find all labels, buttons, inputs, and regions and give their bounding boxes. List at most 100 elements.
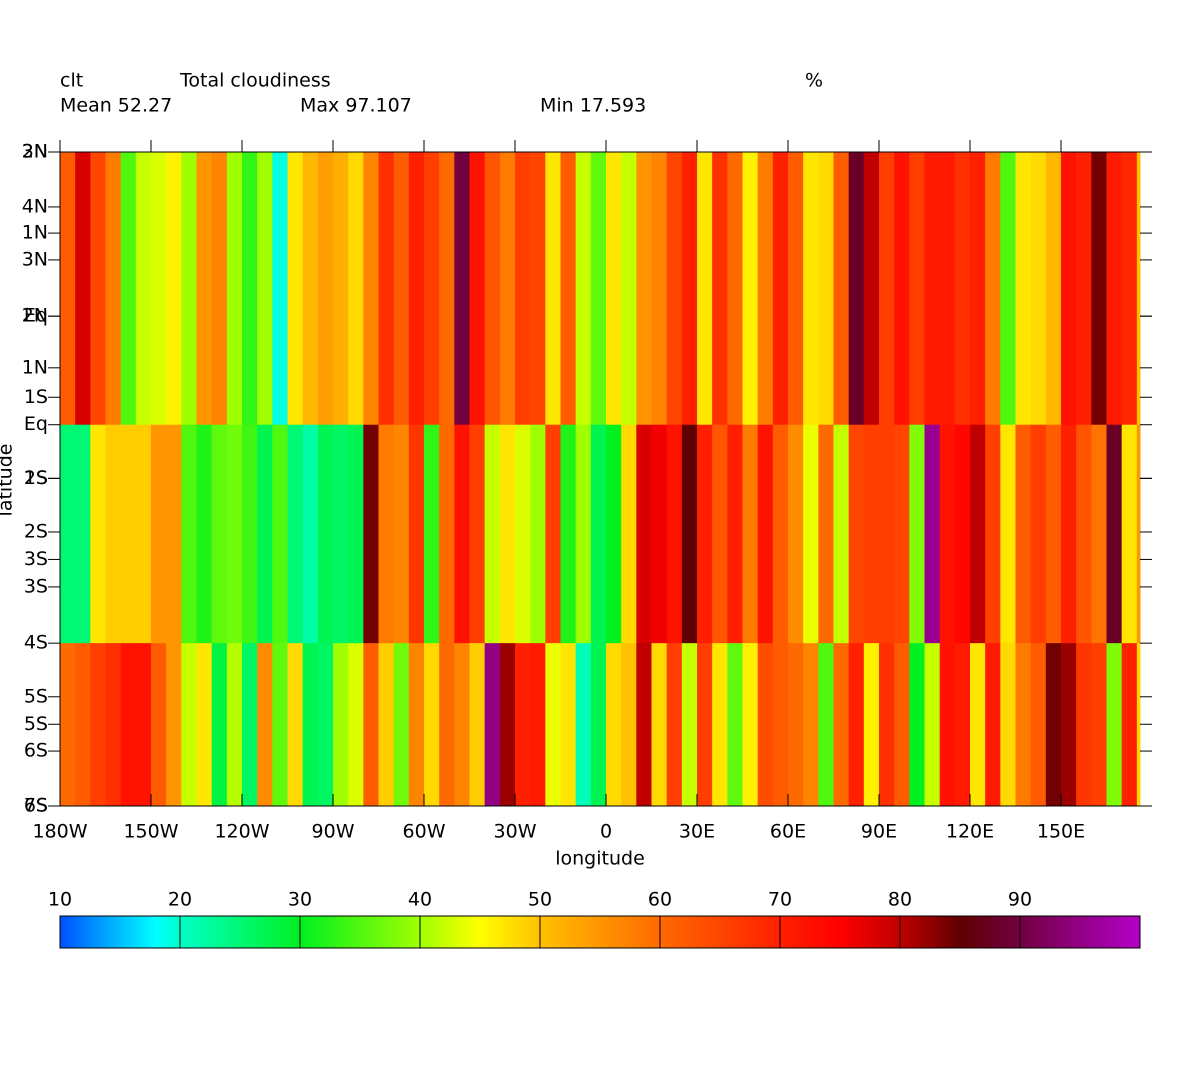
- heatmap-cell: [454, 643, 470, 807]
- heatmap-cell: [484, 152, 501, 426]
- heatmap-cell: [924, 643, 941, 807]
- heatmap-cell: [909, 424, 925, 644]
- heatmap-cell: [363, 643, 379, 807]
- heatmap-cell: [575, 152, 592, 426]
- y-tick-label: 2N: [22, 141, 48, 163]
- heatmap-cell: [651, 643, 668, 807]
- heatmap-cell: [954, 643, 971, 807]
- heatmap-cell: [818, 152, 834, 426]
- heatmap-cell: [636, 643, 652, 807]
- heatmap-cell: [985, 152, 1001, 426]
- heatmap-cell: [788, 424, 804, 644]
- heatmap-cell: [924, 424, 941, 644]
- heatmap-cell: [60, 643, 76, 807]
- heatmap-cell: [287, 424, 304, 644]
- y-tick-label: 3N: [22, 141, 48, 163]
- y-tick-label: 1S: [24, 467, 48, 489]
- heatmap-cell: [879, 424, 895, 644]
- heatmap-cell: [879, 152, 895, 426]
- heatmap-cell: [894, 424, 910, 644]
- heatmap-cell: [196, 424, 213, 644]
- heatmap-cell: [833, 424, 850, 644]
- heatmap-cell: [879, 643, 895, 807]
- heatmap-cell: [590, 643, 607, 807]
- heatmap-cell: [666, 152, 683, 426]
- x-tick-label: 150E: [1037, 821, 1085, 843]
- heatmap-cell: [545, 643, 561, 807]
- heatmap-cell: [1121, 152, 1138, 426]
- heatmap-cell: [75, 152, 91, 426]
- y-tick-label: 2S: [24, 520, 48, 542]
- heatmap-cell: [287, 643, 304, 807]
- x-tick-label: 0: [600, 821, 612, 843]
- heatmap-cell: [560, 643, 577, 807]
- heatmap-cell: [196, 643, 213, 807]
- x-axis-label: longitude: [555, 848, 645, 870]
- colorbar-tick-label: 40: [408, 889, 432, 911]
- heatmap-cell: [772, 424, 789, 644]
- heatmap-cell: [909, 152, 925, 426]
- heatmap-cell: [393, 424, 410, 644]
- y-tick-label: 3N: [22, 248, 48, 270]
- x-tick-label: 60W: [403, 821, 446, 843]
- colorbar-tick-label: 70: [768, 889, 792, 911]
- heatmap-cell: [1015, 152, 1032, 426]
- heatmap-cell: [772, 152, 789, 426]
- heatmap-cell: [1000, 152, 1016, 426]
- heatmap-cell: [894, 643, 910, 807]
- heatmap-cell: [803, 643, 819, 807]
- heatmap-cell: [151, 424, 167, 644]
- heatmap-cell: [560, 152, 577, 426]
- heatmap-cell: [287, 152, 304, 426]
- heatmap-cell: [712, 424, 728, 644]
- heatmap-cell: [636, 152, 652, 426]
- heatmap-cell: [272, 152, 288, 426]
- heatmap-cell: [712, 643, 728, 807]
- heatmap-cell: [226, 643, 243, 807]
- heatmap-cell: [1061, 152, 1077, 426]
- heatmap-cell: [697, 643, 713, 807]
- heatmap-cell: [363, 424, 379, 644]
- heatmap-cell: [499, 152, 516, 426]
- y-tick-label: 1N: [22, 356, 48, 378]
- heatmap-cell: [408, 643, 425, 807]
- heatmap-cell: [1061, 424, 1077, 644]
- heatmap-cell: [454, 152, 470, 426]
- heatmap-cell: [302, 643, 319, 807]
- heatmap-cell: [424, 424, 440, 644]
- heatmap-cell: [1121, 424, 1138, 644]
- heatmap-cell: [636, 424, 652, 644]
- heatmap-cell: [1076, 424, 1092, 644]
- heatmap-cell: [484, 424, 501, 644]
- heatmap-cell: [545, 424, 561, 644]
- heatmap-cell: [181, 424, 197, 644]
- heatmap-cell: [1061, 643, 1077, 807]
- heatmap-cell: [60, 424, 76, 644]
- heatmap-cell: [439, 424, 455, 644]
- colorbar-tick-label: 20: [168, 889, 192, 911]
- y-tick-label: 3S: [24, 548, 48, 570]
- heatmap-cell: [788, 643, 804, 807]
- heatmap-cell: [697, 152, 713, 426]
- heatmap-cell: [257, 424, 273, 644]
- heatmap-cell: [1045, 643, 1062, 807]
- heatmap-cell: [408, 152, 425, 426]
- heatmap-cell: [863, 424, 880, 644]
- heatmap-cell: [317, 152, 334, 426]
- y-tick-label: Eq: [24, 305, 48, 327]
- heatmap-cell: [242, 424, 258, 644]
- heatmap-cell: [226, 424, 243, 644]
- heatmap-cell: [924, 152, 941, 426]
- heatmap-cell: [788, 152, 804, 426]
- heatmap-cell: [848, 643, 865, 807]
- heatmap-cell: [697, 424, 713, 644]
- heatmap-cell: [863, 643, 880, 807]
- heatmap-cell: [1106, 643, 1123, 807]
- heatmap-cell: [621, 152, 637, 426]
- heatmap-cell: [317, 424, 334, 644]
- heatmap-cell: [742, 424, 759, 644]
- heatmap-cell: [90, 152, 106, 426]
- heatmap-cell: [1076, 152, 1092, 426]
- heatmap-cell: [712, 152, 728, 426]
